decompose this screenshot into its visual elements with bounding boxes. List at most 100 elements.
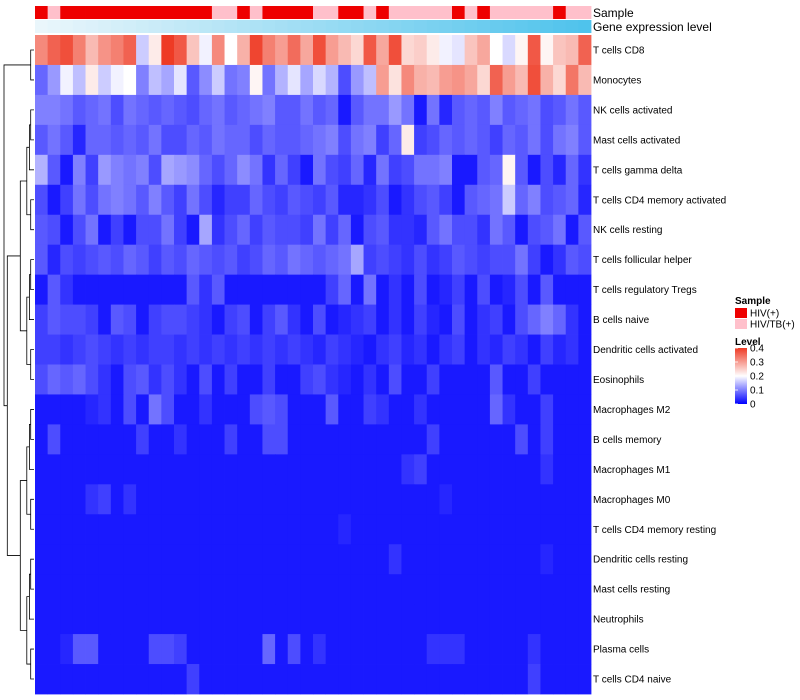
heatmap-cell xyxy=(515,604,529,635)
heatmap-cell xyxy=(110,274,124,305)
heatmap-cell xyxy=(237,64,251,96)
heatmap-cell xyxy=(452,454,466,485)
heatmap-cell xyxy=(527,544,541,575)
heatmap-cell xyxy=(502,574,516,605)
heatmap-cell xyxy=(199,364,213,395)
heatmap-cell xyxy=(224,64,238,96)
dendrogram-branch xyxy=(30,199,34,231)
heatmap-cell xyxy=(287,274,301,305)
heatmap-cell xyxy=(148,35,162,66)
heatmap-cell xyxy=(287,544,301,575)
heatmap-cell xyxy=(211,244,225,276)
heatmap-cell xyxy=(477,664,491,695)
heatmap-cell xyxy=(85,514,99,545)
heatmap-cell xyxy=(237,544,251,575)
heatmap-cell xyxy=(60,35,74,66)
heatmap-cell xyxy=(439,484,453,515)
heatmap-cell xyxy=(224,274,238,305)
heatmap-cell xyxy=(452,64,466,96)
gene-expression-annotation-bar xyxy=(35,20,592,33)
heatmap-cell xyxy=(515,304,529,335)
heatmap-cell xyxy=(35,424,49,455)
heatmap-cell xyxy=(300,604,314,635)
dendrogram-branch xyxy=(30,49,34,81)
heatmap-cell xyxy=(262,94,276,126)
heatmap-cell xyxy=(338,574,352,605)
heatmap-cell xyxy=(60,364,74,395)
heatmap-cell xyxy=(161,424,175,455)
heatmap-cell xyxy=(363,184,377,216)
heatmap-cell xyxy=(136,394,150,425)
heatmap-cell xyxy=(123,154,137,186)
heatmap-cell xyxy=(174,124,188,156)
heatmap-cell xyxy=(47,574,61,605)
heatmap-cell xyxy=(426,514,440,545)
heatmap-cell xyxy=(388,154,402,186)
heatmap-cell xyxy=(439,424,453,455)
heatmap-cell xyxy=(338,334,352,365)
sample-annotation-cell xyxy=(148,6,162,19)
heatmap-cell xyxy=(110,514,124,545)
heatmap-cell xyxy=(414,484,428,515)
heatmap-cell xyxy=(287,484,301,515)
level-tick-label: 0.3 xyxy=(750,358,764,369)
heatmap-cell xyxy=(540,184,554,216)
heatmap-cell xyxy=(553,364,567,395)
heatmap-cell xyxy=(237,364,251,395)
sample-annotation-cell xyxy=(199,6,213,19)
row-dendrogram xyxy=(3,49,34,680)
heatmap-cell xyxy=(565,604,579,635)
row-label: T cells CD4 memory activated xyxy=(593,195,726,206)
level-legend-ticks: 0.4 0.3 0.2 0.1 0 xyxy=(735,344,764,411)
heatmap-cell xyxy=(401,274,415,305)
heatmap-cell xyxy=(224,664,238,695)
heatmap-cell xyxy=(123,124,137,156)
heatmap-cell xyxy=(477,214,491,246)
heatmap-cell xyxy=(452,424,466,455)
heatmap-cell xyxy=(401,304,415,335)
heatmap-cell xyxy=(376,484,390,515)
heatmap-cell xyxy=(338,544,352,575)
heatmap-cell xyxy=(401,514,415,545)
heatmap-cell xyxy=(578,64,592,96)
heatmap-cell xyxy=(85,634,99,665)
heatmap-cell xyxy=(72,454,86,485)
heatmap-cell xyxy=(325,364,339,395)
heatmap-cell xyxy=(287,214,301,246)
heatmap-cell xyxy=(98,124,112,156)
heatmap-cell xyxy=(35,334,49,365)
heatmap-cell xyxy=(98,514,112,545)
heatmap-cell xyxy=(60,334,74,365)
row-label: Dendritic cells activated xyxy=(593,345,698,356)
heatmap-cell xyxy=(123,274,137,305)
heatmap-cell xyxy=(186,394,200,425)
sample-annotation-cell xyxy=(211,6,225,19)
gene-expression-annotation-cell xyxy=(376,20,390,33)
heatmap-cell xyxy=(275,454,289,485)
heatmap-cell xyxy=(85,154,99,186)
heatmap-cell xyxy=(47,274,61,305)
heatmap-cell xyxy=(35,124,49,156)
heatmap-cell xyxy=(515,274,529,305)
sample-annotation-cell xyxy=(401,6,415,19)
heatmap-cell xyxy=(578,364,592,395)
heatmap-cell xyxy=(161,304,175,335)
heatmap-cell xyxy=(553,394,567,425)
heatmap-cell xyxy=(237,94,251,126)
heatmap-cell xyxy=(72,214,86,246)
heatmap-cell xyxy=(376,214,390,246)
heatmap-cell xyxy=(136,214,150,246)
heatmap-cell xyxy=(199,214,213,246)
heatmap-cell xyxy=(136,184,150,216)
heatmap-cell xyxy=(174,364,188,395)
heatmap-cell xyxy=(98,664,112,695)
gene-expression-annotation-cell xyxy=(123,20,137,33)
heatmap-cell xyxy=(237,214,251,246)
heatmap-cell xyxy=(199,634,213,665)
heatmap-cell xyxy=(300,244,314,276)
heatmap-cell xyxy=(199,394,213,425)
heatmap-cell xyxy=(313,154,327,186)
heatmap-cell xyxy=(161,514,175,545)
heatmap-cell xyxy=(313,274,327,305)
